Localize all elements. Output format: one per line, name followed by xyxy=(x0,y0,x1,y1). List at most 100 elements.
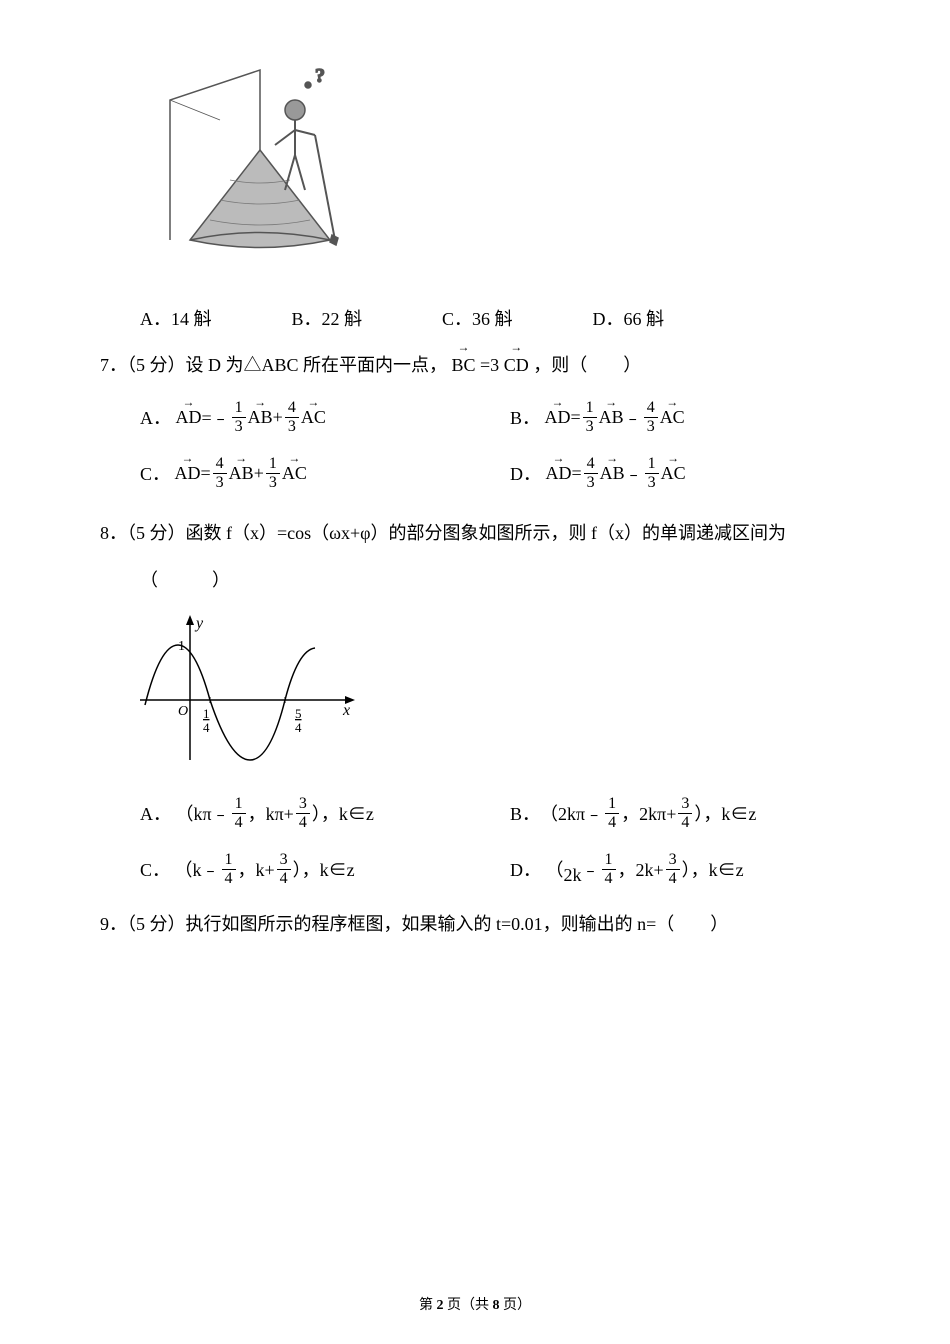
q7a-f1n: 1 xyxy=(232,399,246,418)
q6-opt-b: B．22 斛 xyxy=(292,305,363,331)
q8d-minus: ﹣ xyxy=(582,856,600,882)
footer-total: 8 xyxy=(493,1298,500,1313)
q8d-t2: ，2k+ xyxy=(618,856,664,882)
q8-paren: （ ） xyxy=(140,564,850,596)
q7d-f1d: 3 xyxy=(584,474,598,492)
q7c-label: C． xyxy=(140,460,170,486)
svg-text:4: 4 xyxy=(295,720,302,735)
svg-text:?: ? xyxy=(315,65,325,87)
q7a-ac: AC xyxy=(301,407,326,428)
q8d-2k: 2k xyxy=(564,865,582,886)
svg-text:4: 4 xyxy=(203,720,210,735)
q6-options: A．14 斛 B．22 斛 C．36 斛 D．66 斛 xyxy=(140,305,850,331)
q7c-ab: AB xyxy=(229,463,254,484)
q8b-t3: ），k∈z xyxy=(694,800,756,826)
q7d-ab: AB xyxy=(600,463,625,484)
page-footer: 第 2 页（共 8 页） xyxy=(419,1294,531,1314)
q8b-t1: （2kπ﹣ xyxy=(540,800,603,826)
q8b-f1d: 4 xyxy=(605,814,619,832)
q8a-t1: （kπ﹣ xyxy=(176,800,230,826)
q8-text: 8．（5 分）函数 f（x）=cos（ωx+φ）的部分图象如图所示，则 f（x）… xyxy=(100,517,850,549)
q7a-label: A． xyxy=(140,404,171,430)
one-label: 1 xyxy=(178,639,185,654)
svg-text:1: 1 xyxy=(203,706,210,721)
q7-opt-c: C． AD=43AB+13AC xyxy=(140,451,510,495)
q7a-ad: AD xyxy=(176,407,202,428)
y-label: y xyxy=(194,615,204,632)
q8c-f1n: 1 xyxy=(222,851,236,870)
q7d-ac: AC xyxy=(661,463,686,484)
q8-graph: y x 1 O 1 4 5 4 xyxy=(140,610,850,775)
footer-t2: 页（共 xyxy=(444,1298,493,1313)
q7c-f2n: 1 xyxy=(266,455,280,474)
q8a-t3: ），k∈z xyxy=(312,800,374,826)
q7d-ad: AD xyxy=(546,463,572,484)
q7d-f2n: 1 xyxy=(645,455,659,474)
q8-options: A． （kπ﹣14，kπ+34），k∈z B． （2kπ﹣14，2kπ+34），… xyxy=(140,795,850,887)
q8a-f2n: 3 xyxy=(296,795,310,814)
q7c-f1n: 4 xyxy=(213,455,227,474)
q7b-ad: AD xyxy=(545,407,571,428)
q7a-f2n: 4 xyxy=(285,399,299,418)
q7d-label: D． xyxy=(510,460,541,486)
q8b-f2d: 4 xyxy=(678,814,692,832)
q8a-f1n: 1 xyxy=(232,795,246,814)
q7a-f1d: 3 xyxy=(232,418,246,436)
q7-opt-b: B． AD=13AB﹣43AC xyxy=(510,395,850,439)
q7: 7．（5 分）设 D 为△ABC 所在平面内一点， BC =3 CD ，则（ ） xyxy=(100,349,850,381)
q7b-label: B． xyxy=(510,404,540,430)
q7b-f2n: 4 xyxy=(644,399,658,418)
q7b-ac: AC xyxy=(660,407,685,428)
q7-suffix: ，则（ ） xyxy=(533,355,641,375)
q8c-f2d: 4 xyxy=(277,870,291,888)
q7-prefix: 7．（5 分）设 D 为△ABC 所在平面内一点， xyxy=(100,355,447,375)
footer-t1: 第 xyxy=(419,1298,437,1313)
q8c-t1: （k﹣ xyxy=(175,856,220,882)
q8c-f1d: 4 xyxy=(222,870,236,888)
q7-opt-a: A． AD=﹣13AB+43AC xyxy=(140,395,510,439)
q7-row1: A． AD=﹣13AB+43AC B． AD=13AB﹣43AC xyxy=(140,395,850,439)
q7c-ac: AC xyxy=(282,463,307,484)
q7b-f1d: 3 xyxy=(583,418,597,436)
q7-row2: C． AD=43AB+13AC D． AD=43AB﹣13AC xyxy=(140,451,850,495)
q7b-f2d: 3 xyxy=(644,418,658,436)
q7c-f2d: 3 xyxy=(266,474,280,492)
q8c-t3: ），k∈z xyxy=(293,856,355,882)
q7-eq: =3 xyxy=(480,355,499,375)
grain-pile-illustration: ? xyxy=(160,60,850,285)
q6-opt-a: A．14 斛 xyxy=(140,305,212,331)
q6-opt-d: D．66 斛 xyxy=(593,305,665,331)
q7d-f1n: 4 xyxy=(584,455,598,474)
q8b-t2: ，2kπ+ xyxy=(621,800,676,826)
vec-cd: CD xyxy=(504,349,529,381)
q8b-f1n: 1 xyxy=(605,795,619,814)
footer-page: 2 xyxy=(437,1298,444,1313)
q7d-f2d: 3 xyxy=(645,474,659,492)
q8-opt-d: D． （2k﹣14，2k+34），k∈z xyxy=(510,851,850,887)
q8b-label: B． xyxy=(510,800,540,826)
q8b-f2n: 3 xyxy=(678,795,692,814)
q7-opt-d: D． AD=43AB﹣13AC xyxy=(510,451,850,495)
q8a-label: A． xyxy=(140,800,171,826)
q7c-ad: AD xyxy=(175,463,201,484)
o-label: O xyxy=(178,704,188,719)
q8-opt-b: B． （2kπ﹣14，2kπ+34），k∈z xyxy=(510,795,850,831)
q7b-f1n: 1 xyxy=(583,399,597,418)
q8c-t2: ，k+ xyxy=(238,856,275,882)
q8d-t1: （ xyxy=(546,856,564,882)
q8d-f2n: 3 xyxy=(666,851,680,870)
q8d-label: D． xyxy=(510,856,541,882)
q8-opt-c: C． （k﹣14，k+34），k∈z xyxy=(140,851,510,887)
q7a-ab: AB xyxy=(248,407,273,428)
q8d-f2d: 4 xyxy=(666,870,680,888)
q8d-t3: ），k∈z xyxy=(682,856,744,882)
q8c-f2n: 3 xyxy=(277,851,291,870)
q7b-ab: AB xyxy=(599,407,624,428)
svg-text:5: 5 xyxy=(295,706,302,721)
q8d-f1d: 4 xyxy=(602,870,616,888)
q7c-f1d: 3 xyxy=(213,474,227,492)
footer-t3: 页） xyxy=(500,1298,532,1313)
x-label: x xyxy=(342,702,350,719)
q8-opt-a: A． （kπ﹣14，kπ+34），k∈z xyxy=(140,795,510,831)
q8a-f1d: 4 xyxy=(232,814,246,832)
